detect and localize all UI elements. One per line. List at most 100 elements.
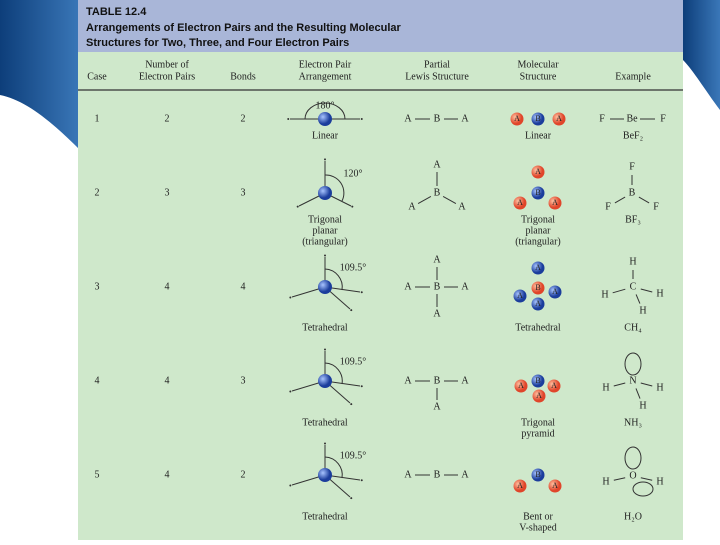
column-header: Bonds bbox=[230, 71, 256, 82]
molecule-atom bbox=[513, 196, 527, 210]
molecule-atom bbox=[514, 379, 528, 393]
angle-arc bbox=[324, 174, 345, 202]
molecule-atom-label: A bbox=[552, 481, 558, 490]
lewis-atom: A bbox=[404, 375, 412, 386]
lewis-atom: A bbox=[404, 281, 412, 292]
cell-pairs: 2 bbox=[165, 113, 170, 124]
example-bond bbox=[635, 388, 641, 399]
cell-bonds: 3 bbox=[241, 375, 246, 386]
column-header: Electron Pair bbox=[299, 59, 352, 70]
cell-pairs: 4 bbox=[165, 375, 170, 386]
structure-label: pyramid bbox=[521, 428, 554, 439]
column-header: Structure bbox=[520, 71, 557, 82]
molecule-atom-label: A bbox=[535, 299, 541, 308]
example-atom: F bbox=[605, 201, 611, 212]
example-bond bbox=[614, 196, 626, 204]
lone-pair-dot bbox=[360, 291, 363, 294]
molecule-atom bbox=[513, 289, 527, 303]
lewis-atom: A bbox=[408, 201, 416, 212]
example-atom: F bbox=[599, 113, 605, 124]
example-formula: BF₃ bbox=[625, 214, 641, 225]
lewis-atom: A bbox=[461, 469, 469, 480]
lone-pair-dot bbox=[350, 309, 353, 312]
example-atom: H bbox=[656, 288, 663, 299]
column-header: Electron Pairs bbox=[139, 71, 195, 82]
example-bond bbox=[638, 196, 650, 204]
bond-angle: 109.5° bbox=[340, 450, 367, 461]
example-bond bbox=[640, 288, 653, 293]
structure-label: V-shaped bbox=[519, 522, 556, 533]
molecule-atom-label: B bbox=[535, 470, 540, 479]
bond-angle: 109.5° bbox=[340, 262, 367, 273]
table-title: TABLE 12.4 bbox=[86, 6, 147, 18]
lone-pair-dot bbox=[287, 118, 290, 120]
arrangement-label: Tetrahedral bbox=[302, 511, 348, 522]
lewis-atom: A bbox=[461, 281, 469, 292]
example-bond bbox=[635, 294, 641, 304]
structure-label: Tetrahedral bbox=[515, 322, 561, 333]
lone-pair-dot bbox=[360, 479, 363, 482]
lone-pair-lobe bbox=[624, 352, 642, 376]
column-header: Number of bbox=[145, 59, 189, 70]
example-atom: Be bbox=[626, 113, 638, 124]
molecule-atom bbox=[531, 374, 545, 388]
example-atom: H bbox=[639, 400, 646, 411]
cell-bonds: 2 bbox=[241, 113, 246, 124]
molecule-atom-label: B bbox=[535, 114, 540, 123]
molecule-atom bbox=[531, 165, 545, 179]
molecule-atom-label: A bbox=[536, 391, 542, 400]
example-atom: F bbox=[653, 201, 659, 212]
lone-pair-dot bbox=[350, 497, 353, 500]
molecule-atom-label: A bbox=[514, 114, 520, 123]
lone-pair-dot bbox=[324, 442, 326, 445]
molecule-atom bbox=[532, 389, 546, 403]
structure-label: Trigonal bbox=[521, 417, 555, 428]
lewis-bond bbox=[442, 195, 457, 205]
example-atom: C bbox=[630, 281, 637, 292]
central-atom bbox=[318, 468, 332, 482]
cell-bonds: 2 bbox=[241, 469, 246, 480]
molecule-atom-label: A bbox=[556, 114, 562, 123]
example-atom: H bbox=[656, 476, 663, 487]
molecule-atom bbox=[531, 297, 545, 311]
lewis-atom: A bbox=[433, 401, 441, 412]
structure-label: Bent or bbox=[523, 511, 553, 522]
cell-case: 2 bbox=[95, 187, 100, 198]
molecule-atom bbox=[548, 285, 562, 299]
molecule-atom bbox=[547, 379, 561, 393]
example-atom: H bbox=[629, 256, 636, 267]
example-bond bbox=[613, 477, 626, 481]
angle-arc bbox=[304, 102, 346, 120]
molecule-atom bbox=[531, 468, 545, 482]
column-header: Case bbox=[87, 71, 107, 82]
molecule-atom-label: A bbox=[552, 198, 558, 207]
lewis-atom: A bbox=[433, 254, 441, 265]
lone-pair-dot bbox=[360, 118, 363, 120]
angle-arc bbox=[324, 456, 343, 479]
lewis-atom: B bbox=[434, 113, 441, 124]
molecule-atom bbox=[510, 112, 524, 126]
cell-bonds: 3 bbox=[241, 187, 246, 198]
example-formula: CH₄ bbox=[624, 322, 642, 333]
angle-arc bbox=[324, 362, 343, 385]
example-formula: H₂O bbox=[624, 511, 642, 522]
molecule-atom bbox=[513, 479, 527, 493]
lewis-atom: A bbox=[461, 375, 469, 386]
molecule-atom-label: A bbox=[517, 198, 523, 207]
lewis-atom: B bbox=[434, 375, 441, 386]
cell-case: 4 bbox=[95, 375, 100, 386]
arrangement-label: Linear bbox=[312, 130, 339, 141]
example-atom: O bbox=[629, 470, 636, 481]
arrangement-label: Tetrahedral bbox=[302, 417, 348, 428]
example-atom: H bbox=[639, 305, 646, 316]
molecule-atom-label: A bbox=[518, 381, 524, 390]
lone-pair-lobe bbox=[632, 481, 654, 497]
example-atom: N bbox=[629, 375, 636, 386]
angle-arc bbox=[324, 268, 343, 291]
molecule-atom bbox=[531, 261, 545, 275]
example-atom: H bbox=[601, 289, 608, 300]
molecule-atom-label: A bbox=[535, 263, 541, 272]
arrangement-label: Trigonal bbox=[308, 214, 342, 225]
